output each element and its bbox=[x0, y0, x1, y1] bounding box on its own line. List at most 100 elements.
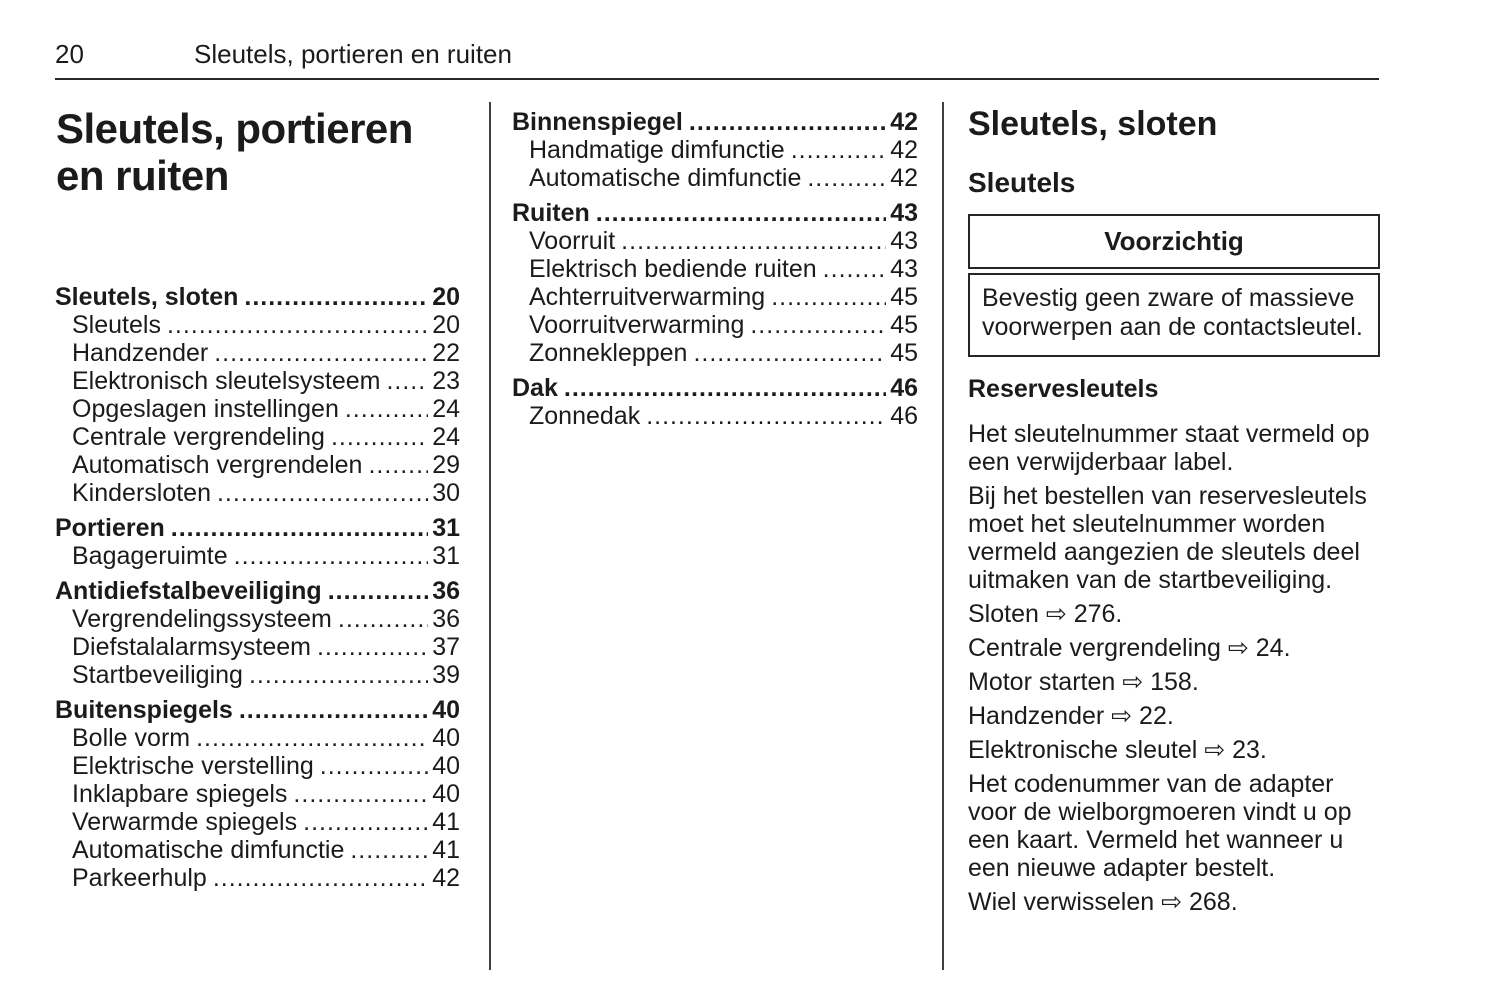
toc-entry-page: 31 bbox=[432, 513, 460, 542]
toc-entry-label: Kindersloten bbox=[72, 478, 211, 507]
toc-entry[interactable]: Centrale vergrendeling 24 bbox=[55, 423, 460, 451]
toc-entry-page: 45 bbox=[890, 282, 918, 311]
toc-entry-page: 20 bbox=[432, 282, 460, 311]
toc-entry[interactable]: Binnenspiegel 42 bbox=[512, 108, 918, 136]
toc-dot-leader bbox=[350, 836, 428, 864]
content-column: Sleutels, sloten Sleutels Voorzichtig Be… bbox=[944, 102, 1380, 970]
toc-entry-page: 42 bbox=[890, 107, 918, 136]
toc-entry[interactable]: Elektrische verstelling 40 bbox=[55, 752, 460, 780]
toc-entry[interactable]: Handzender 22 bbox=[55, 339, 460, 367]
toc-dot-leader bbox=[239, 696, 428, 724]
paragraph: Het sleutelnummer staat vermeld op een v… bbox=[968, 419, 1370, 476]
toc-entry[interactable]: Kindersloten 30 bbox=[55, 479, 460, 507]
toc-entry-page: 42 bbox=[432, 863, 460, 892]
toc-entry[interactable]: Ruiten 43 bbox=[512, 199, 918, 227]
toc-entry[interactable]: Bolle vorm 40 bbox=[55, 724, 460, 752]
toc-dot-leader bbox=[693, 339, 886, 367]
toc-entry-page: 43 bbox=[890, 226, 918, 255]
toc-dot-leader bbox=[386, 367, 428, 395]
toc-entry-label: Sleutels bbox=[72, 310, 161, 339]
toc-dot-leader bbox=[214, 339, 428, 367]
paragraph: Elektronische sleutel ⇨ 23. bbox=[968, 735, 1267, 764]
toc-entry-page: 41 bbox=[432, 807, 460, 836]
toc-entry[interactable]: Parkeerhulp 42 bbox=[55, 864, 460, 892]
toc-entry-label: Automatisch vergrendelen bbox=[72, 450, 363, 479]
toc-dot-leader bbox=[621, 227, 886, 255]
toc-entry-label: Diefstalalarmsysteem bbox=[72, 632, 311, 661]
toc-entry-page: 22 bbox=[432, 338, 460, 367]
toc-entry-page: 20 bbox=[432, 310, 460, 339]
toc-entry-page: 24 bbox=[432, 394, 460, 423]
toc-entry-page: 29 bbox=[432, 450, 460, 479]
toc-entry-label: Startbeveiliging bbox=[72, 660, 243, 689]
toc-entry-label: Sleutels, sloten bbox=[55, 282, 239, 311]
toc-entry-page: 46 bbox=[890, 401, 918, 430]
toc-entry-label: Elektronisch sleutelsysteem bbox=[72, 366, 381, 395]
subsection-heading: Sleutels bbox=[968, 166, 1076, 198]
toc-entry[interactable]: Handmatige dimfunctie 42 bbox=[512, 136, 918, 164]
toc-entry-label: Parkeerhulp bbox=[72, 863, 207, 892]
toc-dot-leader bbox=[196, 724, 428, 752]
toc-entry[interactable]: Automatisch vergrendelen 29 bbox=[55, 451, 460, 479]
toc-dot-leader bbox=[564, 374, 886, 402]
toc-entry[interactable]: Voorruitverwarming 45 bbox=[512, 311, 918, 339]
toc-entry[interactable]: Elektronisch sleutelsysteem 23 bbox=[55, 367, 460, 395]
toc-entry-page: 36 bbox=[432, 604, 460, 633]
toc-entry[interactable]: Zonnekleppen 45 bbox=[512, 339, 918, 367]
toc-dot-leader bbox=[338, 605, 428, 633]
content-columns: Sleutels, portieren en ruiten Sleutels, … bbox=[55, 101, 1496, 970]
toc-entry-page: 31 bbox=[432, 541, 460, 570]
toc-entry-label: Elektrisch bediende ruiten bbox=[529, 254, 817, 283]
toc-entry[interactable]: Zonnedak 46 bbox=[512, 402, 918, 430]
toc-entry-page: 39 bbox=[432, 660, 460, 689]
body-paragraphs: Het sleutelnummer staat vermeld op een v… bbox=[968, 420, 1380, 916]
toc-entry[interactable]: Automatische dimfunctie 41 bbox=[55, 836, 460, 864]
toc-entry[interactable]: Sleutels 20 bbox=[55, 311, 460, 339]
toc-entry[interactable]: Startbeveiliging 39 bbox=[55, 661, 460, 689]
page-number: 20 bbox=[55, 39, 84, 69]
toc-entry[interactable]: Voorruit 43 bbox=[512, 227, 918, 255]
manual-page: 20 Sleutels, portieren en ruiten Sleutel… bbox=[0, 0, 1496, 970]
toc-dot-leader bbox=[771, 283, 886, 311]
toc-entry[interactable]: Achterruitverwarming 45 bbox=[512, 283, 918, 311]
toc-entry-page: 43 bbox=[890, 198, 918, 227]
toc-entry-page: 24 bbox=[432, 422, 460, 451]
toc-entry-label: Dak bbox=[512, 373, 558, 402]
toc-entry-label: Bolle vorm bbox=[72, 723, 191, 752]
toc-dot-leader bbox=[234, 542, 429, 570]
toc-entry-label: Achterruitverwarming bbox=[529, 282, 766, 311]
paragraph: Wiel verwisselen ⇨ 268. bbox=[968, 887, 1238, 916]
section-heading: Sleutels, sloten bbox=[968, 104, 1218, 143]
toc-dot-leader bbox=[167, 311, 428, 339]
toc-entry[interactable]: Inklapbare spiegels 40 bbox=[55, 780, 460, 808]
toc-entry[interactable]: Vergrendelingssysteem 36 bbox=[55, 605, 460, 633]
toc-dot-leader bbox=[596, 199, 886, 227]
toc-entry-label: Portieren bbox=[55, 513, 165, 542]
toc-entry-page: 41 bbox=[432, 835, 460, 864]
toc-entry-label: Verwarmde spiegels bbox=[72, 807, 298, 836]
chapter-title: Sleutels, portieren en ruiten bbox=[56, 104, 413, 199]
toc-entry[interactable]: Verwarmde spiegels 41 bbox=[55, 808, 460, 836]
toc-dot-leader bbox=[217, 479, 428, 507]
toc-entry[interactable]: Portieren 31 bbox=[55, 514, 460, 542]
paragraph: Handzender ⇨ 22. bbox=[968, 701, 1174, 730]
toc-dot-leader bbox=[368, 451, 428, 479]
toc-entry-label: Zonnedak bbox=[529, 401, 641, 430]
toc-entry[interactable]: Buitenspiegels 40 bbox=[55, 696, 460, 724]
toc-entry-label: Vergrendelingssysteem bbox=[72, 604, 332, 633]
toc-entry[interactable]: Automatische dimfunctie 42 bbox=[512, 164, 918, 192]
toc-entry[interactable]: Dak 46 bbox=[512, 374, 918, 402]
toc-entry[interactable]: Sleutels, sloten 20 bbox=[55, 283, 460, 311]
toc-entry[interactable]: Opgeslagen instellingen 24 bbox=[55, 395, 460, 423]
toc-dot-leader bbox=[823, 255, 887, 283]
toc-entry[interactable]: Antidiefstalbeveiliging 36 bbox=[55, 577, 460, 605]
running-header-title: Sleutels, portieren en ruiten bbox=[194, 39, 512, 69]
toc-dot-leader bbox=[249, 661, 428, 689]
toc-entry[interactable]: Bagageruimte 31 bbox=[55, 542, 460, 570]
toc-entry-label: Inklapbare spiegels bbox=[72, 779, 288, 808]
toc-entry[interactable]: Diefstalalarmsysteem 37 bbox=[55, 633, 460, 661]
toc-entry[interactable]: Elektrisch bediende ruiten 43 bbox=[512, 255, 918, 283]
toc-entry-page: 36 bbox=[432, 576, 460, 605]
paragraph: Sloten ⇨ 276. bbox=[968, 599, 1123, 628]
toc-entry-page: 45 bbox=[890, 310, 918, 339]
